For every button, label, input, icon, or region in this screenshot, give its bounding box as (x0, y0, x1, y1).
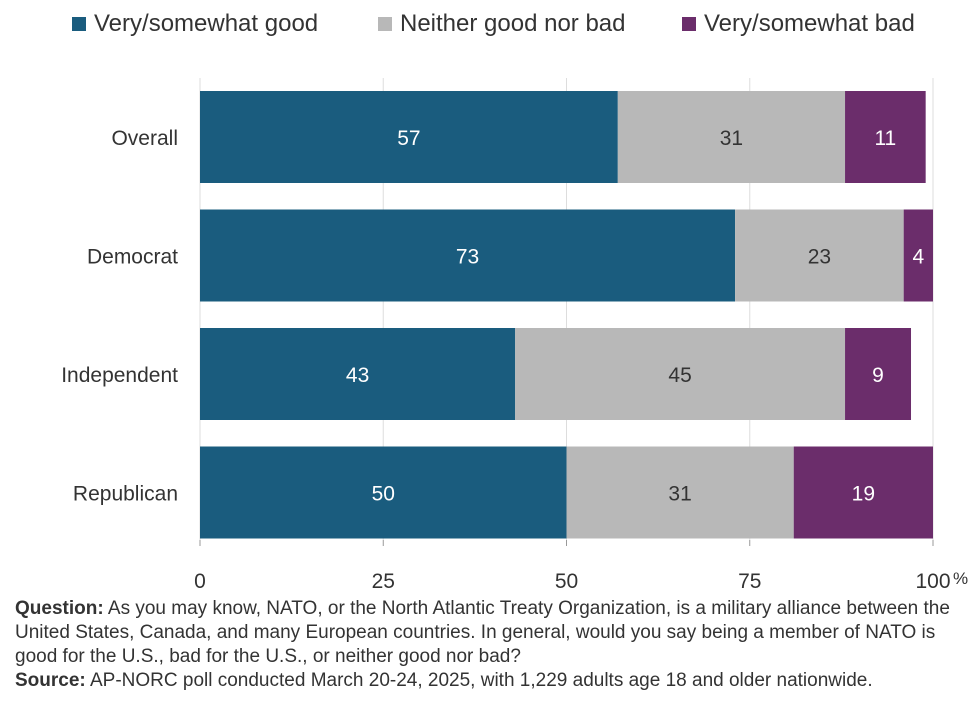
legend-item-neither: Neither good nor bad (378, 10, 626, 38)
tick-label-100: 100 (915, 570, 950, 593)
tick-label-25: 25 (372, 570, 395, 593)
question-text: As you may know, NATO, or the North Atla… (15, 598, 950, 667)
legend-item-bad: Very/somewhat bad (682, 10, 915, 38)
data-label-republican-series-2: 19 (852, 483, 875, 506)
data-label-democrat-series-2: 4 (912, 246, 924, 269)
legend-label-good: Very/somewhat good (94, 10, 319, 37)
data-label-democrat-series-0: 73 (456, 246, 479, 269)
legend-item-good: Very/somewhat good (72, 10, 318, 38)
category-label-republican: Republican (73, 483, 178, 506)
data-label-overall-series-0: 57 (397, 127, 420, 150)
legend-label-bad: Very/somewhat bad (704, 10, 915, 37)
bar-democrat-series-0 (200, 209, 736, 302)
tick-label-0: 0 (194, 570, 206, 593)
legend-swatch-bad (682, 17, 696, 31)
source-text: AP-NORC poll conducted March 20-24, 2025… (89, 670, 873, 691)
bar-independent-series-2 (845, 328, 912, 420)
category-label-independent: Independent (61, 364, 178, 387)
category-label-overall: Overall (111, 127, 178, 150)
data-label-independent-series-0: 43 (346, 364, 369, 387)
tick-label-50: 50 (555, 570, 578, 593)
data-label-independent-series-1: 45 (668, 364, 691, 387)
data-label-republican-series-0: 50 (372, 483, 395, 506)
data-label-overall-series-2: 11 (874, 127, 896, 150)
tick-label-75: 75 (738, 570, 761, 593)
stacked-bar-chart: Overall 57 31 11 Democrat 73 23 4 Independent 43 4… (61, 78, 968, 593)
chart-legend: Very/somewhat good Neither good nor bad … (0, 10, 980, 46)
bar-republican-series-1 (566, 446, 794, 539)
bar-democrat-series-1 (735, 209, 904, 302)
legend-swatch-neither (378, 17, 392, 31)
legend-swatch-good (72, 17, 86, 31)
bar-overall-series-0 (200, 91, 618, 183)
source-note: Source: AP-NORC poll conducted March 20-… (15, 669, 970, 693)
bar-overall-series-2 (845, 91, 926, 183)
bar-republican-series-2 (793, 446, 933, 539)
question-note: Question: As you may know, NATO, or the … (15, 597, 970, 669)
axis-unit-label: % (953, 569, 968, 588)
data-label-democrat-series-1: 23 (808, 246, 831, 269)
bar-overall-series-1 (617, 91, 846, 183)
category-label-democrat: Democrat (87, 246, 178, 269)
data-label-overall-series-1: 31 (720, 127, 743, 150)
source-label: Source: (15, 670, 86, 691)
data-label-independent-series-2: 9 (872, 364, 884, 387)
data-label-republican-series-1: 31 (668, 483, 691, 506)
bar-independent-series-1 (515, 328, 846, 420)
bar-republican-series-0 (200, 446, 567, 539)
chart-notes: Question: As you may know, NATO, or the … (15, 597, 970, 693)
bar-independent-series-0 (200, 328, 516, 420)
bar-democrat-series-2 (903, 209, 933, 302)
question-label: Question: (15, 598, 104, 619)
legend-label-neither: Neither good nor bad (400, 10, 626, 37)
